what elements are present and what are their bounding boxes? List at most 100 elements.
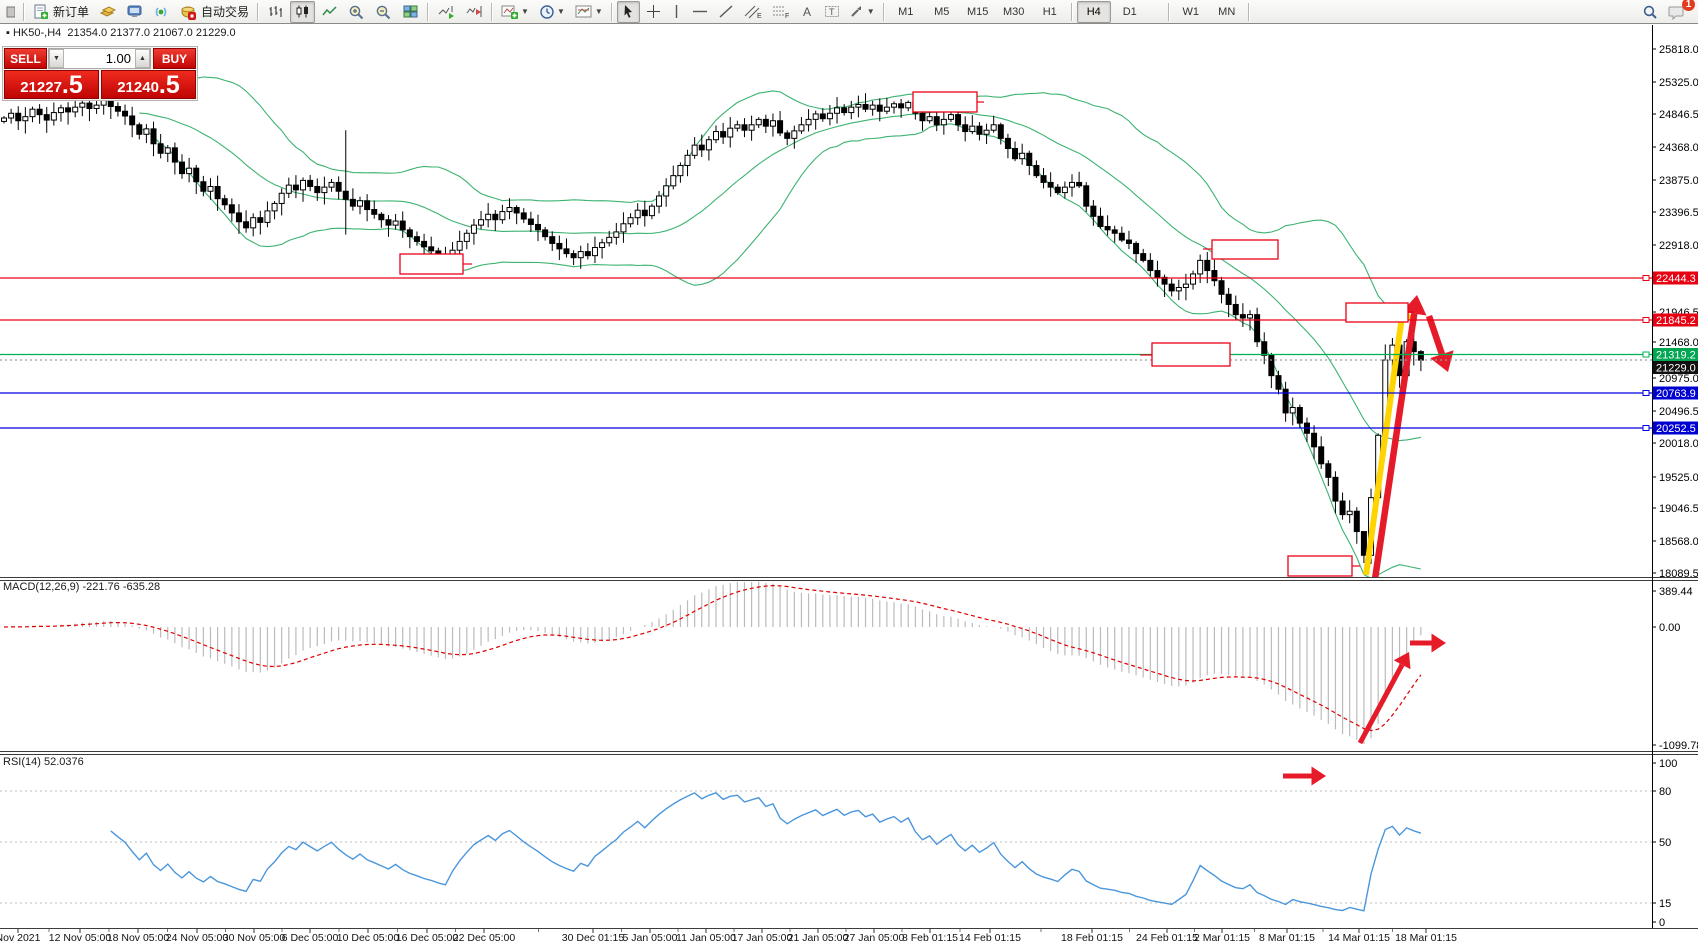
svg-text:23875.0: 23875.0 bbox=[1659, 175, 1698, 187]
volume-value[interactable]: 1.00 bbox=[105, 51, 131, 66]
toolbar-separator bbox=[427, 2, 430, 21]
auto-trading-button[interactable]: 自动交易 bbox=[176, 1, 253, 23]
toolbar-separator bbox=[491, 2, 494, 21]
svg-text:E: E bbox=[757, 13, 762, 19]
timeframe-button-d1[interactable]: D1 bbox=[1122, 5, 1137, 18]
svg-text:24 Feb 01:15: 24 Feb 01:15 bbox=[1136, 932, 1198, 944]
price-axis-badge: 21229.0 bbox=[1653, 361, 1698, 375]
zoom-in-button[interactable] bbox=[344, 1, 369, 23]
svg-text:20763.9: 20763.9 bbox=[1656, 388, 1696, 400]
toolbar-separator bbox=[1247, 2, 1250, 21]
svg-text:6 Dec 05:00: 6 Dec 05:00 bbox=[282, 932, 339, 944]
svg-text:0.00: 0.00 bbox=[1659, 622, 1680, 634]
main-toolbar: 新订单 自动交易 ▼ ▼ ▼ E F A T ▼ M1 bbox=[0, 0, 1698, 24]
new-order-label: 新订单 bbox=[53, 5, 90, 19]
price-axis-badge: 20252.5 bbox=[1653, 421, 1698, 435]
sell-button[interactable]: SELL bbox=[4, 48, 47, 69]
timeframe-button-h1[interactable]: H1 bbox=[1042, 5, 1057, 18]
toolbar-separator bbox=[23, 2, 25, 21]
timeframe-button-mn[interactable]: MN bbox=[1218, 5, 1236, 18]
notifications-button[interactable]: 1 bbox=[1664, 0, 1695, 23]
timeframe-button-m1[interactable]: M1 bbox=[898, 5, 914, 18]
shapes-tool-button[interactable]: ▼ bbox=[846, 1, 879, 23]
text-label-tool-button[interactable]: T bbox=[820, 1, 844, 23]
vertical-line-tool-button[interactable] bbox=[667, 1, 686, 23]
price-axis[interactable]: 25818.0 25325.0 24846.5 24368.0 23875.0 23396… bbox=[1652, 44, 1698, 929]
crosshair-tool-button[interactable] bbox=[642, 1, 665, 23]
tile-windows-button[interactable] bbox=[398, 1, 423, 23]
line-chart-mode-button[interactable] bbox=[317, 1, 342, 23]
svg-text:27 Jan 05:00: 27 Jan 05:00 bbox=[844, 932, 905, 944]
search-button[interactable] bbox=[1638, 1, 1662, 23]
svg-text:19525.0: 19525.0 bbox=[1659, 472, 1698, 484]
price-axis-badge: 20763.9 bbox=[1653, 386, 1698, 400]
text-tool-button[interactable]: A bbox=[796, 1, 818, 23]
price-axis-badge: 22444.3 bbox=[1653, 271, 1698, 285]
period-button[interactable]: ▼ bbox=[535, 1, 569, 23]
notification-badge: 1 bbox=[1682, 0, 1695, 11]
price-axis-badge: 21845.2 bbox=[1653, 313, 1698, 327]
buy-price-main: 21240 bbox=[117, 79, 159, 96]
toolbar-separator bbox=[1167, 2, 1170, 21]
dropdown-caret-icon: ▼ bbox=[594, 7, 603, 16]
sell-price-main: 21227 bbox=[20, 79, 62, 96]
symbol-bullet-icon: ▪ bbox=[6, 27, 13, 39]
template-button[interactable]: ▼ bbox=[571, 1, 607, 23]
chart-shift-button[interactable] bbox=[461, 1, 487, 23]
svg-text:20496.5: 20496.5 bbox=[1659, 406, 1698, 418]
volume-stepper: ▼ 1.00 ▲ bbox=[48, 48, 151, 69]
svg-text:5 Jan 05:00: 5 Jan 05:00 bbox=[623, 932, 678, 944]
terminal-icon[interactable] bbox=[122, 1, 147, 23]
svg-text:18 Mar 01:15: 18 Mar 01:15 bbox=[1395, 932, 1457, 944]
signal-icon[interactable] bbox=[149, 1, 174, 23]
timeframe-button-m5[interactable]: M5 bbox=[934, 5, 950, 18]
bar-chart-mode-button[interactable] bbox=[263, 1, 288, 23]
horizontal-line-tool-button[interactable] bbox=[688, 1, 712, 23]
svg-text:21468.0: 21468.0 bbox=[1659, 337, 1698, 349]
volume-decrease-button[interactable]: ▼ bbox=[49, 49, 64, 68]
svg-text:-1099.78: -1099.78 bbox=[1659, 740, 1698, 752]
svg-text:14 Feb 01:15: 14 Feb 01:15 bbox=[959, 932, 1021, 944]
svg-text:2 Mar 01:15: 2 Mar 01:15 bbox=[1194, 932, 1250, 944]
chart-surface[interactable] bbox=[0, 24, 1652, 929]
buy-price-button[interactable]: 21240.5 bbox=[101, 70, 196, 99]
dropdown-caret-icon: ▼ bbox=[521, 7, 529, 16]
add-indicator-button[interactable]: ▼ bbox=[497, 1, 533, 23]
svg-text:18 Feb 01:15: 18 Feb 01:15 bbox=[1061, 932, 1123, 944]
svg-text:23396.5: 23396.5 bbox=[1659, 207, 1698, 219]
dropdown-caret-icon: ▼ bbox=[866, 7, 875, 16]
cursor-tool-button[interactable] bbox=[616, 0, 640, 23]
zoom-out-button[interactable] bbox=[371, 1, 396, 23]
svg-text:30 Dec 01:15: 30 Dec 01:15 bbox=[562, 932, 625, 944]
rsi-indicator-label: RSI(14) 52.0376 bbox=[3, 756, 84, 768]
new-order-button[interactable]: 新订单 bbox=[29, 1, 93, 23]
candle-chart-mode-button[interactable] bbox=[290, 0, 316, 23]
timeframe-button-m30[interactable]: M30 bbox=[1003, 5, 1025, 18]
svg-text:8 Feb 01:15: 8 Feb 01:15 bbox=[902, 932, 958, 944]
svg-text:22 Dec 05:00: 22 Dec 05:00 bbox=[453, 932, 516, 944]
auto-scroll-button[interactable] bbox=[433, 1, 459, 23]
sell-price-button[interactable]: 21227.5 bbox=[4, 70, 99, 99]
svg-text:24 Nov 05:00: 24 Nov 05:00 bbox=[166, 932, 229, 944]
timeframe-button-w1[interactable]: W1 bbox=[1182, 5, 1199, 18]
svg-text:100: 100 bbox=[1659, 758, 1677, 770]
svg-text:80: 80 bbox=[1659, 786, 1671, 798]
svg-text:18 Nov 05:00: 18 Nov 05:00 bbox=[107, 932, 170, 944]
channel-tool-button[interactable]: E bbox=[740, 1, 766, 23]
toolbar-separator bbox=[1070, 2, 1073, 21]
svg-text:21319.2: 21319.2 bbox=[1656, 350, 1696, 362]
fibonacci-tool-button[interactable]: F bbox=[768, 1, 794, 23]
timeframe-button-h4[interactable]: H4 bbox=[1076, 0, 1111, 23]
symbol-title: HK50-,H4 bbox=[12, 27, 62, 39]
chart-window-icon[interactable] bbox=[1, 1, 19, 23]
auto-trading-icon bbox=[180, 4, 197, 20]
buy-button[interactable]: BUY bbox=[153, 48, 196, 69]
svg-text:15: 15 bbox=[1659, 898, 1671, 910]
svg-text:8 Mar 01:15: 8 Mar 01:15 bbox=[1259, 932, 1315, 944]
chart-symbol-header: ▪ HK50-,H4 21354.0 21377.0 21067.0 21229… bbox=[6, 27, 236, 39]
volume-increase-button[interactable]: ▲ bbox=[135, 49, 150, 68]
timeframe-button-m15[interactable]: M15 bbox=[967, 5, 989, 18]
market-watch-icon[interactable] bbox=[95, 1, 120, 23]
trendline-tool-button[interactable] bbox=[714, 1, 738, 23]
